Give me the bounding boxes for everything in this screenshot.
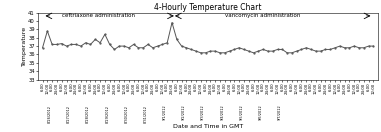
Text: 9/6/2012: 9/6/2012	[259, 105, 263, 120]
Text: 9/5/2012: 9/5/2012	[240, 105, 243, 120]
X-axis label: Date and Time in GMT: Date and Time in GMT	[173, 124, 243, 129]
Text: 8/28/2012: 8/28/2012	[86, 105, 90, 123]
Text: vancomycin administration: vancomycin administration	[225, 13, 300, 18]
Text: 9/3/2012: 9/3/2012	[201, 105, 205, 120]
Text: 9/4/2012: 9/4/2012	[220, 105, 224, 120]
Text: 8/31/2012: 8/31/2012	[144, 105, 148, 123]
Text: 8/27/2012: 8/27/2012	[67, 105, 71, 123]
Text: ceftriaxone administration: ceftriaxone administration	[62, 13, 135, 18]
Text: 8/29/2012: 8/29/2012	[105, 105, 109, 123]
Text: 8/26/2012: 8/26/2012	[48, 105, 52, 123]
Text: 9/1/2012: 9/1/2012	[163, 105, 167, 120]
Y-axis label: Temperature: Temperature	[22, 26, 27, 66]
Text: 9/7/2012: 9/7/2012	[278, 105, 282, 120]
Text: 8/30/2012: 8/30/2012	[125, 105, 128, 123]
Text: 9/2/2012: 9/2/2012	[182, 105, 186, 120]
Title: 4-Hourly Temperature Chart: 4-Hourly Temperature Chart	[154, 3, 262, 12]
